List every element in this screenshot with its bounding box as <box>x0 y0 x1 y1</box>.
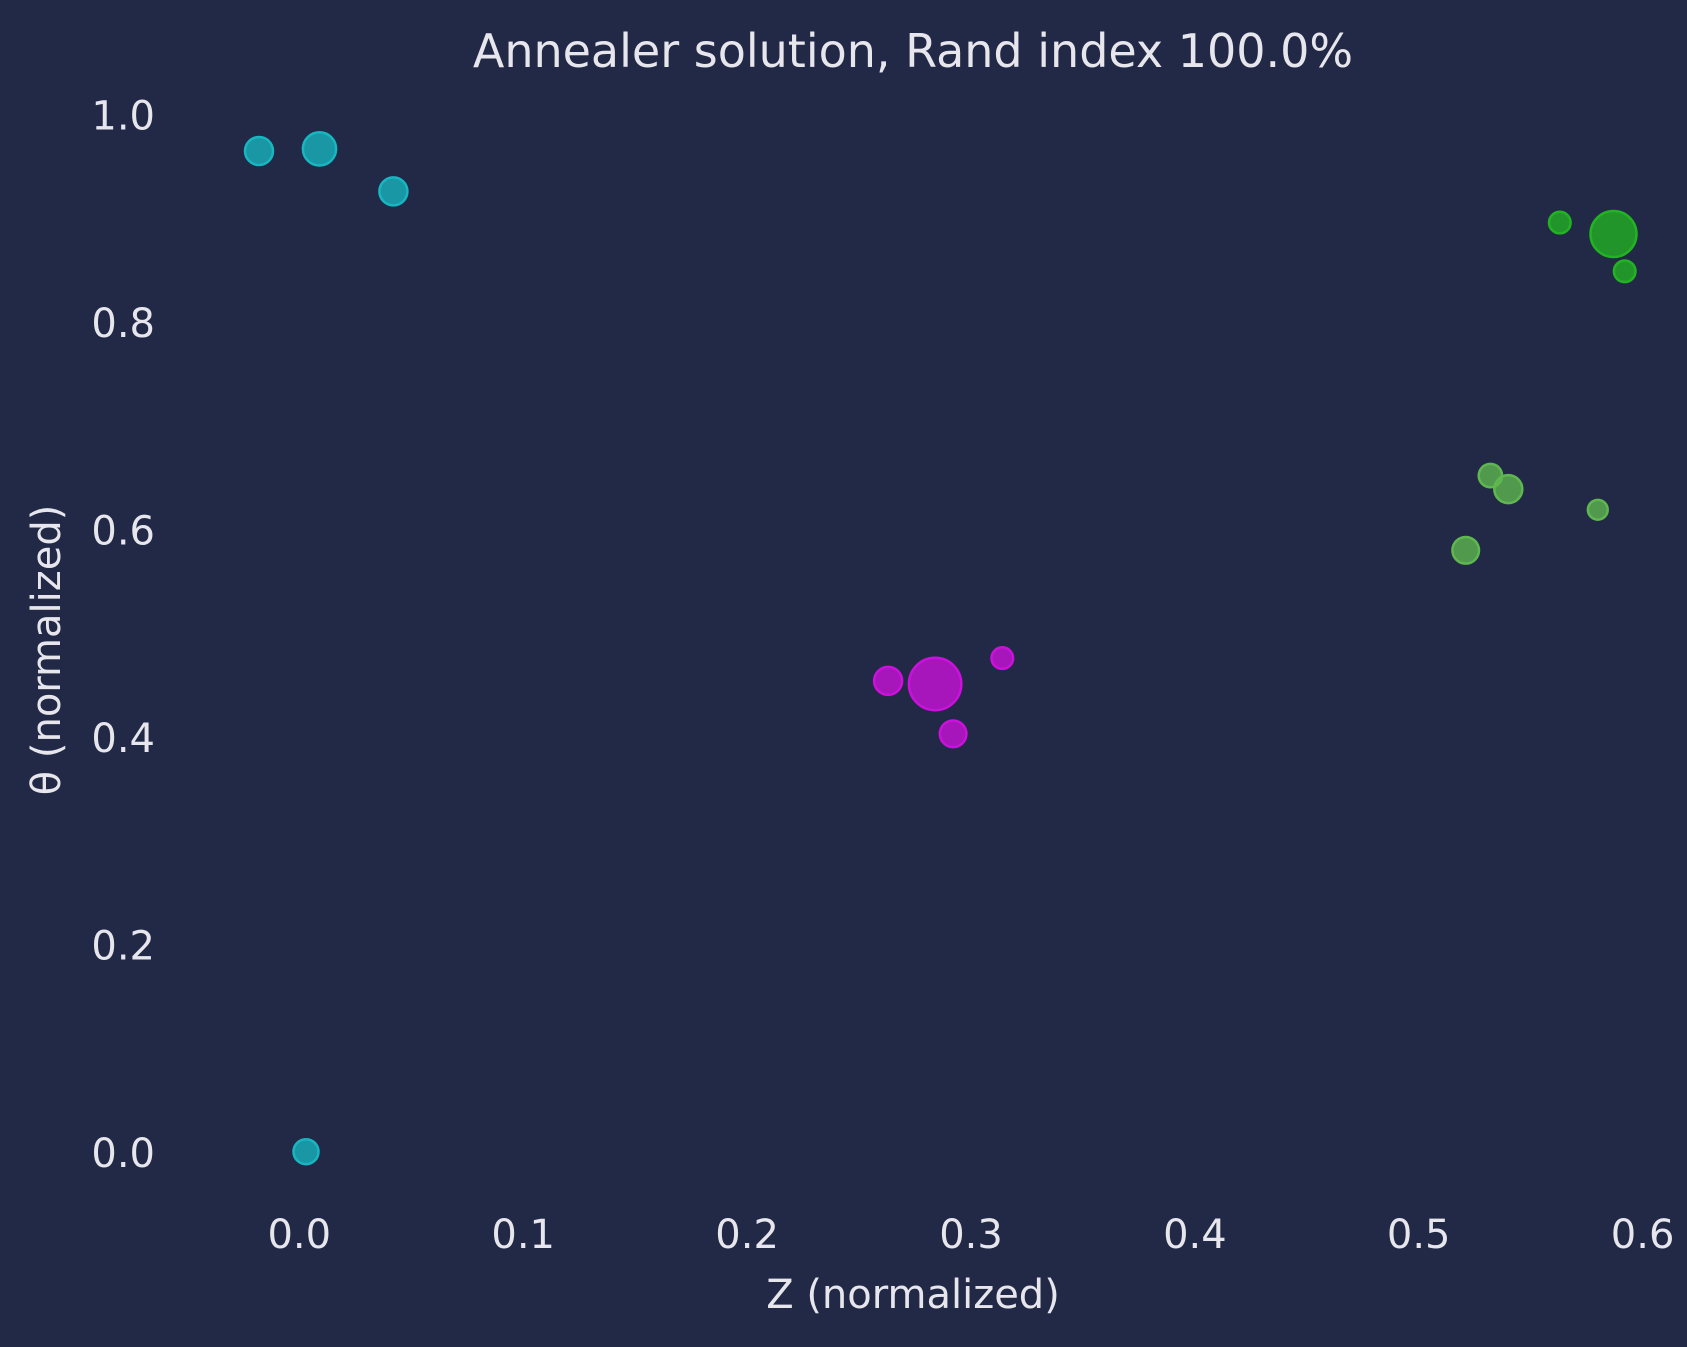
x-tick-label-3: 0.2 <box>715 1212 779 1258</box>
data-point-s2-3 <box>990 646 1015 671</box>
x-tick-label-7: 0.6 <box>1611 1212 1675 1258</box>
data-point-s1-3 <box>378 176 409 207</box>
y-axis-title: θ (normalized) <box>24 505 70 796</box>
y-tick-label-5: 0.8 <box>91 301 155 347</box>
y-tick-label-3: 0.4 <box>91 716 155 762</box>
y-tick-label-2: 0.2 <box>91 923 155 969</box>
data-point-s1-4 <box>292 1137 320 1166</box>
data-point-s2-1 <box>907 656 963 712</box>
x-axis-title: Z (normalized) <box>766 1272 1060 1318</box>
data-point-s1-2 <box>301 131 338 167</box>
data-point-s2-4 <box>938 719 968 749</box>
y-tick-label-4: 0.6 <box>91 509 155 555</box>
x-tick-label-4: 0.3 <box>939 1212 1003 1258</box>
x-axis-ticks: 0.0 0.1 0.2 0.3 0.4 0.5 0.6 <box>267 1212 1674 1258</box>
data-point-s1-1 <box>243 135 275 167</box>
y-tick-label-6: 1.0 <box>91 94 155 140</box>
data-point-s4-4 <box>1451 535 1481 565</box>
data-point-s3-2 <box>1547 210 1572 235</box>
data-point-s4-3 <box>1586 498 1609 521</box>
y-axis-ticks: 0.0 0.2 0.4 0.6 0.8 1.0 <box>91 94 155 1177</box>
y-tick-label-1: 0.0 <box>91 1131 155 1177</box>
x-tick-label-1: 0.0 <box>267 1212 331 1258</box>
points-layer <box>243 131 1638 1166</box>
data-point-s3-3 <box>1612 259 1637 284</box>
x-tick-label-5: 0.4 <box>1163 1212 1227 1258</box>
data-point-s3-1 <box>1589 209 1638 259</box>
data-point-s2-2 <box>872 665 904 697</box>
data-point-s4-2 <box>1493 473 1524 505</box>
x-tick-label-6: 0.5 <box>1387 1212 1451 1258</box>
chart-title: Annealer solution, Rand index 100.0% <box>473 24 1353 78</box>
x-tick-label-2: 0.1 <box>491 1212 555 1258</box>
